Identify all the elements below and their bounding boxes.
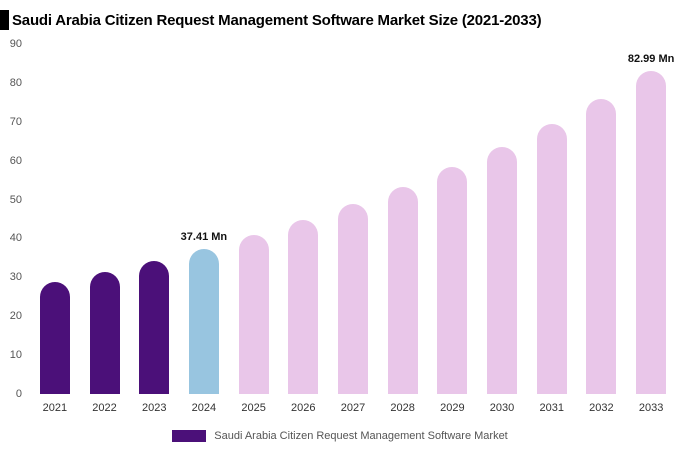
x-tick-label: 2024 bbox=[191, 402, 217, 414]
title-edge-marker bbox=[0, 10, 9, 30]
bar-slot bbox=[428, 44, 478, 394]
legend-label: Saudi Arabia Citizen Request Management … bbox=[214, 430, 508, 442]
bar-slot: 82.99 Mn bbox=[626, 44, 676, 394]
y-tick-label: 70 bbox=[9, 115, 22, 128]
chart-title: Saudi Arabia Citizen Request Management … bbox=[12, 11, 542, 29]
legend-swatch bbox=[172, 430, 207, 442]
x-tick-label: 2027 bbox=[340, 402, 366, 414]
title-row: Saudi Arabia Citizen Request Management … bbox=[0, 0, 680, 32]
x-tick-label: 2033 bbox=[638, 402, 664, 414]
bar-slot bbox=[129, 44, 179, 394]
bar-slot bbox=[278, 44, 328, 394]
bar-2024 bbox=[188, 248, 219, 394]
bar-2033 bbox=[636, 71, 667, 394]
y-tick-label: 0 bbox=[15, 388, 22, 400]
x-tick-label: 2029 bbox=[440, 402, 465, 414]
bar-2021 bbox=[39, 282, 70, 394]
x-tick-label: 2026 bbox=[291, 402, 316, 414]
y-tick-label: 30 bbox=[9, 271, 22, 284]
y-tick-label: 90 bbox=[9, 38, 22, 50]
bar-2032 bbox=[586, 98, 617, 394]
x-tick-label: 2032 bbox=[589, 402, 614, 414]
bar-2027 bbox=[337, 204, 368, 394]
bar-2022 bbox=[89, 272, 120, 394]
x-tick-label: 2023 bbox=[141, 402, 167, 414]
y-tick-label: 40 bbox=[9, 232, 22, 245]
x-axis: 2021 2022 2023 2024 2025 2026 2027 2028 2029 2030… bbox=[28, 394, 678, 414]
bar-value-label: 37.41 Mn bbox=[180, 230, 228, 243]
bar-2025 bbox=[238, 235, 269, 394]
x-tick-label: 2028 bbox=[390, 402, 415, 414]
y-axis: 0 10 20 30 40 50 60 70 80 90 bbox=[0, 38, 28, 400]
x-tick-label: 2021 bbox=[42, 402, 68, 414]
chart-body: 0 10 20 30 40 50 60 70 80 90 37.41 Mn 82.99 Mn 202… bbox=[0, 38, 680, 414]
bar-2028 bbox=[387, 186, 418, 394]
bar-slot bbox=[328, 44, 378, 394]
plot-wrap: 37.41 Mn 82.99 Mn 2021 2022 2023 2024 2025 202… bbox=[28, 44, 678, 414]
plot-area: 37.41 Mn 82.99 Mn bbox=[28, 44, 678, 394]
bar-slot bbox=[577, 44, 627, 394]
y-tick-label: 10 bbox=[9, 349, 22, 362]
bar-2026 bbox=[288, 220, 319, 394]
bar-slot bbox=[477, 44, 527, 394]
bar-slot bbox=[80, 44, 130, 394]
y-tick-label: 50 bbox=[9, 193, 22, 206]
y-tick-label: 60 bbox=[9, 154, 22, 167]
bar-slot bbox=[378, 44, 428, 394]
bar-slot bbox=[229, 44, 279, 394]
x-tick-label: 2022 bbox=[92, 402, 117, 414]
bar-2029 bbox=[437, 167, 468, 394]
bar-2023 bbox=[139, 260, 170, 394]
y-tick-label: 80 bbox=[9, 76, 22, 89]
legend: Saudi Arabia Citizen Request Management … bbox=[0, 430, 680, 442]
x-tick-label: 2031 bbox=[539, 402, 564, 414]
bar-slot: 37.41 Mn bbox=[179, 44, 229, 394]
x-tick-label: 2025 bbox=[241, 402, 266, 414]
x-tick-label: 2030 bbox=[489, 402, 515, 414]
y-tick-label: 20 bbox=[9, 310, 22, 323]
bar-value-label: 82.99 Mn bbox=[627, 53, 675, 66]
bar-2030 bbox=[487, 146, 518, 394]
bar-slot bbox=[527, 44, 577, 394]
bar-2031 bbox=[536, 123, 567, 394]
bar-slot bbox=[30, 44, 80, 394]
